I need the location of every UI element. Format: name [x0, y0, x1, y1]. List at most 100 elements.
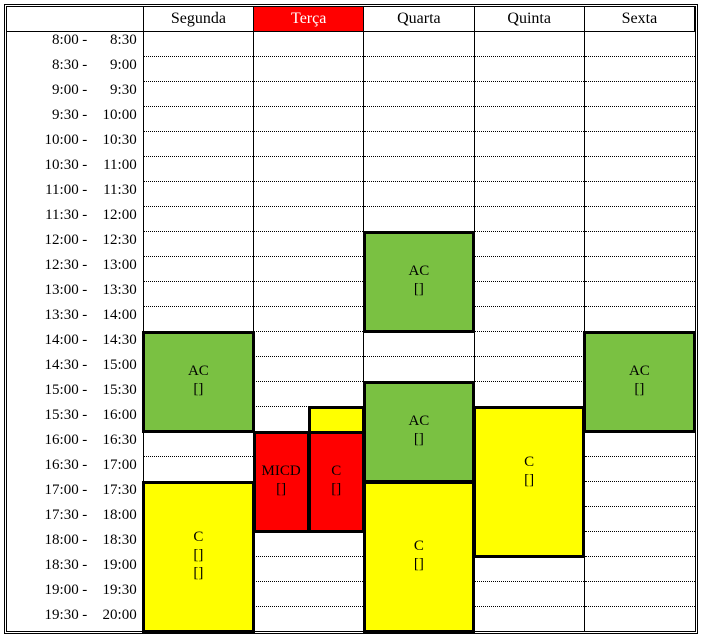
cell-quarta-2	[364, 82, 474, 107]
cell-terca-11	[254, 307, 364, 332]
cell-quinta-6	[474, 182, 584, 207]
cell-sexta-23	[584, 607, 694, 632]
time-start: 12:00	[33, 232, 79, 249]
time-end: 19:00	[91, 557, 137, 574]
cell-quarta-12	[364, 332, 474, 357]
schedule-wrapper: SegundaTerçaQuartaQuintaSexta 8:00-8:308…	[4, 4, 698, 634]
time-row: 12:30-13:00	[7, 257, 695, 282]
cell-sexta-21	[584, 557, 694, 582]
time-row: 8:30-9:00	[7, 57, 695, 82]
cell-segunda-19	[143, 507, 253, 532]
cell-sexta-3	[584, 107, 694, 132]
cell-quarta-11	[364, 307, 474, 332]
cell-quinta-3	[474, 107, 584, 132]
time-end: 8:30	[91, 32, 137, 49]
time-label: 8:00-8:30	[7, 32, 143, 57]
time-row: 14:30-15:00	[7, 357, 695, 382]
cell-quinta-16	[474, 432, 584, 457]
time-start: 18:00	[33, 532, 79, 549]
time-dash: -	[79, 582, 91, 599]
cell-quinta-17	[474, 457, 584, 482]
cell-terca-7	[254, 207, 364, 232]
cell-quinta-23	[474, 607, 584, 632]
cell-quinta-4	[474, 132, 584, 157]
cell-sexta-1	[584, 57, 694, 82]
time-label: 15:30-16:00	[7, 407, 143, 432]
time-dash: -	[79, 207, 91, 224]
time-start: 17:30	[33, 507, 79, 524]
header-day-terca: Terça	[254, 7, 364, 32]
cell-quarta-21	[364, 557, 474, 582]
cell-quinta-9	[474, 257, 584, 282]
cell-segunda-10	[143, 282, 253, 307]
time-dash: -	[79, 532, 91, 549]
time-dash: -	[79, 157, 91, 174]
time-dash: -	[79, 232, 91, 249]
time-row: 18:00-18:30	[7, 532, 695, 557]
cell-segunda-8	[143, 232, 253, 257]
time-dash: -	[79, 507, 91, 524]
cell-terca-19	[254, 507, 364, 532]
time-row: 11:30-12:00	[7, 207, 695, 232]
cell-sexta-14	[584, 382, 694, 407]
time-start: 8:30	[33, 57, 79, 74]
cell-segunda-17	[143, 457, 253, 482]
cell-terca-12	[254, 332, 364, 357]
time-row: 13:30-14:00	[7, 307, 695, 332]
cell-segunda-16	[143, 432, 253, 457]
time-start: 11:00	[33, 182, 79, 199]
time-start: 9:30	[33, 107, 79, 124]
time-dash: -	[79, 482, 91, 499]
time-row: 9:30-10:00	[7, 107, 695, 132]
time-label: 10:00-10:30	[7, 132, 143, 157]
cell-sexta-19	[584, 507, 694, 532]
time-label: 12:00-12:30	[7, 232, 143, 257]
time-end: 15:00	[91, 357, 137, 374]
cell-quinta-2	[474, 82, 584, 107]
time-start: 19:30	[33, 607, 79, 624]
time-dash: -	[79, 407, 91, 424]
cell-quarta-17	[364, 457, 474, 482]
time-row: 17:30-18:00	[7, 507, 695, 532]
cell-sexta-17	[584, 457, 694, 482]
cell-quinta-21	[474, 557, 584, 582]
time-start: 10:00	[33, 132, 79, 149]
cell-terca-21	[254, 557, 364, 582]
time-dash: -	[79, 32, 91, 49]
cell-segunda-21	[143, 557, 253, 582]
cell-quarta-5	[364, 157, 474, 182]
time-label: 16:30-17:00	[7, 457, 143, 482]
cell-terca-6	[254, 182, 364, 207]
cell-segunda-7	[143, 207, 253, 232]
time-end: 10:30	[91, 132, 137, 149]
time-end: 9:30	[91, 82, 137, 99]
cell-segunda-4	[143, 132, 253, 157]
cell-segunda-14	[143, 382, 253, 407]
cell-quarta-23	[364, 607, 474, 632]
time-label: 12:30-13:00	[7, 257, 143, 282]
time-end: 15:30	[91, 382, 137, 399]
cell-quarta-18	[364, 482, 474, 507]
time-start: 14:00	[33, 332, 79, 349]
cell-terca-4	[254, 132, 364, 157]
time-end: 10:00	[91, 107, 137, 124]
time-dash: -	[79, 182, 91, 199]
cell-terca-18	[254, 482, 364, 507]
time-row: 19:30-20:00	[7, 607, 695, 632]
time-start: 12:30	[33, 257, 79, 274]
time-row: 12:00-12:30	[7, 232, 695, 257]
time-start: 13:30	[33, 307, 79, 324]
time-dash: -	[79, 57, 91, 74]
time-label: 16:00-16:30	[7, 432, 143, 457]
time-row: 15:30-16:00	[7, 407, 695, 432]
time-label: 13:30-14:00	[7, 307, 143, 332]
time-dash: -	[79, 382, 91, 399]
time-dash: -	[79, 432, 91, 449]
cell-segunda-13	[143, 357, 253, 382]
time-start: 11:30	[33, 207, 79, 224]
time-end: 17:00	[91, 457, 137, 474]
cell-quarta-16	[364, 432, 474, 457]
time-label: 8:30-9:00	[7, 57, 143, 82]
time-label: 17:30-18:00	[7, 507, 143, 532]
time-start: 14:30	[33, 357, 79, 374]
